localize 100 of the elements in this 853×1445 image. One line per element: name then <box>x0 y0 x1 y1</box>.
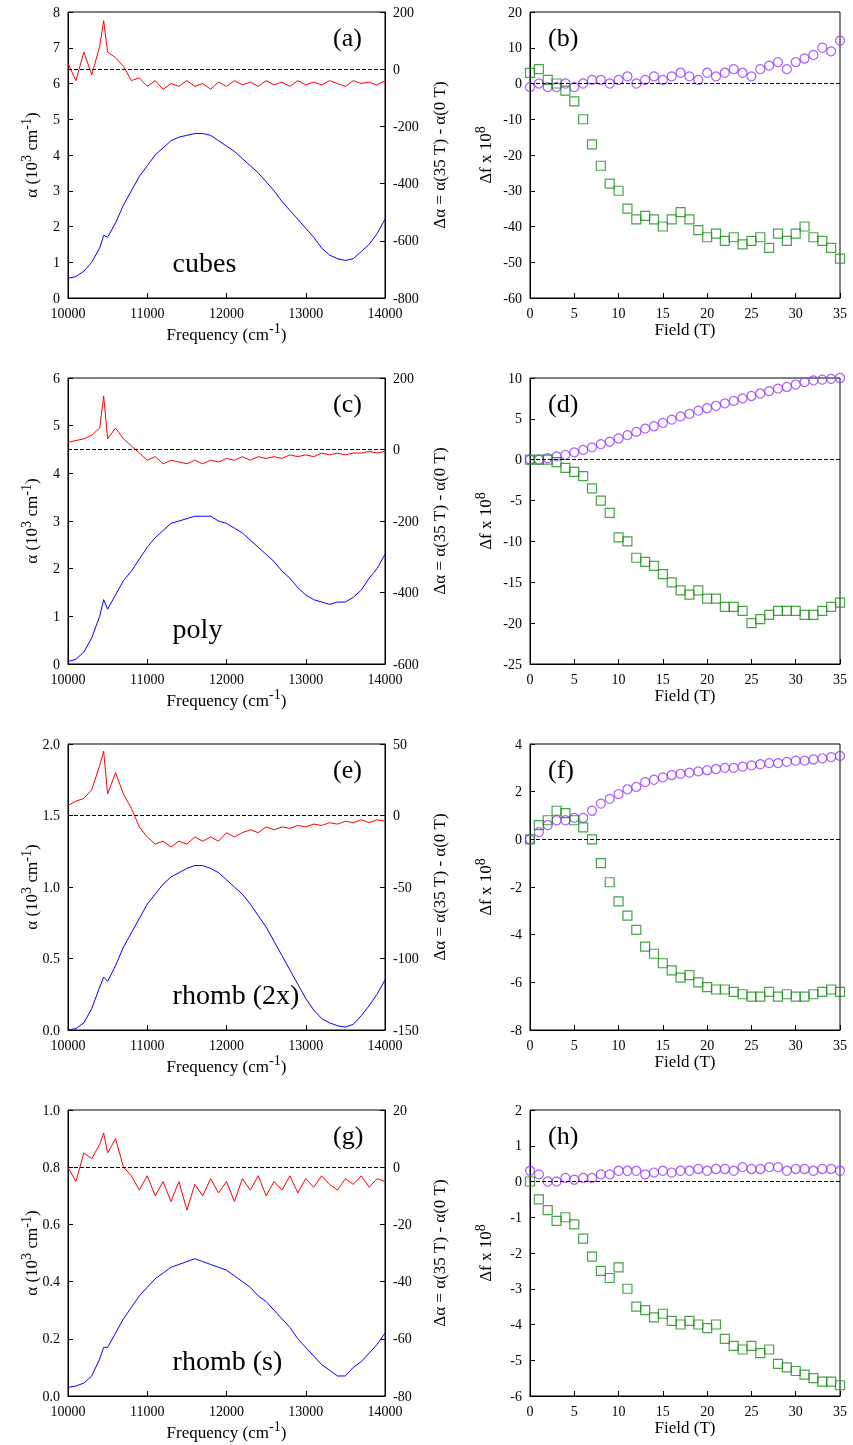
point <box>781 64 792 75</box>
point <box>648 774 660 785</box>
point <box>551 805 562 816</box>
point <box>728 986 739 997</box>
point <box>755 1163 766 1175</box>
line-series <box>67 395 386 465</box>
y-tick-label: 1.0 <box>42 1102 60 1118</box>
x-axis-title: Frequency (cm$^{-1}$) <box>166 1418 287 1443</box>
x-tick-label: 30 <box>788 305 803 321</box>
x-tick-label: 5 <box>570 1403 578 1419</box>
point <box>834 597 846 608</box>
y-tick-label: 2.0 <box>42 736 60 752</box>
point <box>560 78 571 89</box>
point <box>755 388 766 399</box>
x-tick-label: 10 <box>611 671 626 687</box>
point <box>586 74 598 86</box>
point <box>755 64 766 75</box>
y-tick-label: 7 <box>53 40 60 56</box>
point <box>684 71 695 82</box>
y-tick-label: 2 <box>515 1102 522 1118</box>
x-tick-label: 11000 <box>130 1037 165 1053</box>
point <box>826 373 837 384</box>
point <box>595 160 606 171</box>
y-tick-label: 0 <box>515 452 522 468</box>
point <box>551 815 562 826</box>
y2-tick-label: 0 <box>393 442 400 457</box>
point <box>772 228 784 239</box>
point <box>772 605 784 616</box>
point <box>657 569 668 580</box>
point <box>595 1265 606 1276</box>
point <box>533 64 544 75</box>
annotation: (d) <box>548 388 579 418</box>
point <box>781 1362 792 1373</box>
point <box>533 819 544 831</box>
point <box>675 207 686 218</box>
y2-tick-label: 20 <box>393 1102 407 1118</box>
point <box>746 1163 757 1175</box>
y-tick-label: -30 <box>503 183 522 199</box>
x-axis-title: Field (T) <box>654 320 716 340</box>
point <box>675 972 686 983</box>
point <box>586 834 598 845</box>
y2-axis-title: Δα = α(35 T) - α(0 T) <box>430 813 450 961</box>
point <box>790 228 801 239</box>
point <box>560 462 571 473</box>
point <box>666 214 677 225</box>
point <box>666 1167 677 1178</box>
point <box>826 1163 837 1175</box>
x-tick-label: 5 <box>570 1037 578 1053</box>
x-axis-title: Frequency (cm$^{-1}$) <box>166 1052 287 1077</box>
point <box>604 1272 615 1284</box>
point <box>666 71 677 82</box>
point <box>710 400 722 411</box>
x-axis-title: Frequency (cm$^{-1}$) <box>166 320 287 345</box>
y-tick-label: -15 <box>503 574 522 590</box>
y2-tick-label: 200 <box>393 4 414 20</box>
point <box>675 67 686 78</box>
point <box>551 81 562 93</box>
y2-tick-label: -60 <box>393 1331 412 1347</box>
y-tick-label: 0.6 <box>42 1216 60 1232</box>
point <box>533 1194 544 1205</box>
point <box>657 221 668 232</box>
y-tick-label: -50 <box>503 254 522 270</box>
y2-tick-label: -40 <box>393 1274 412 1290</box>
point <box>640 556 651 567</box>
point <box>586 1251 598 1262</box>
x-tick-label: 10 <box>611 305 626 321</box>
point <box>764 385 775 397</box>
point <box>772 1162 784 1173</box>
point <box>622 536 633 547</box>
y2-axis-title: Δα = α(35 T) - α(0 T) <box>430 1179 450 1327</box>
x-tick-label: 13000 <box>288 1403 324 1419</box>
y-tick-label: -10 <box>503 111 522 127</box>
point <box>764 986 775 997</box>
y-tick-label: -6 <box>510 974 522 990</box>
y2-tick-label: 0 <box>393 808 400 823</box>
y-tick-label: 0 <box>53 656 60 672</box>
point <box>710 593 722 604</box>
point <box>834 750 846 762</box>
point <box>604 793 615 804</box>
y2-tick-label: -600 <box>393 656 419 672</box>
annotation: (c) <box>333 388 362 418</box>
point <box>728 1165 739 1176</box>
point <box>702 1322 713 1334</box>
point <box>702 765 713 776</box>
point <box>578 1172 589 1184</box>
x-tick-label: 13000 <box>288 671 324 687</box>
point <box>772 383 784 394</box>
point <box>569 1174 580 1185</box>
point <box>586 805 598 816</box>
point <box>595 798 606 809</box>
y-tick-label: 0.0 <box>42 1022 60 1038</box>
y2-tick-label: -100 <box>393 951 419 966</box>
x-tick-label: 0 <box>526 671 534 687</box>
point <box>675 1319 686 1330</box>
line-series <box>67 750 386 848</box>
point <box>746 760 757 771</box>
point <box>710 763 722 775</box>
x-tick-label: 30 <box>788 671 803 687</box>
x-tick-label: 0 <box>526 1037 534 1053</box>
point <box>542 1176 553 1187</box>
